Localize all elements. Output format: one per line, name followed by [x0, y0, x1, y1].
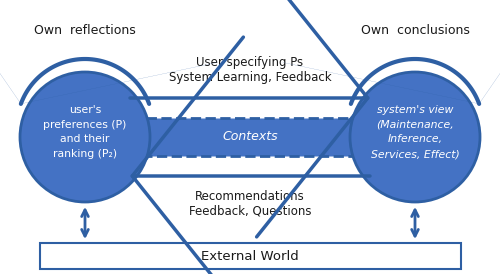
Text: Own  conclusions: Own conclusions	[360, 24, 470, 36]
Ellipse shape	[350, 72, 480, 202]
Text: user's
preferences (P)
and their
ranking (P₂): user's preferences (P) and their ranking…	[44, 105, 126, 159]
Text: External World: External World	[201, 250, 299, 262]
Text: Recommendations
Feedback, Questions: Recommendations Feedback, Questions	[189, 190, 311, 218]
FancyBboxPatch shape	[40, 243, 461, 269]
Text: User specifying Ps
System Learning, Feedback: User specifying Ps System Learning, Feed…	[168, 56, 332, 84]
Text: Own  reflections: Own reflections	[34, 24, 136, 36]
Text: Contexts: Contexts	[222, 130, 278, 144]
FancyBboxPatch shape	[127, 118, 373, 156]
Text: system's view
(Maintenance,
Inference,
Services, Effect): system's view (Maintenance, Inference, S…	[370, 105, 460, 159]
Ellipse shape	[20, 72, 150, 202]
